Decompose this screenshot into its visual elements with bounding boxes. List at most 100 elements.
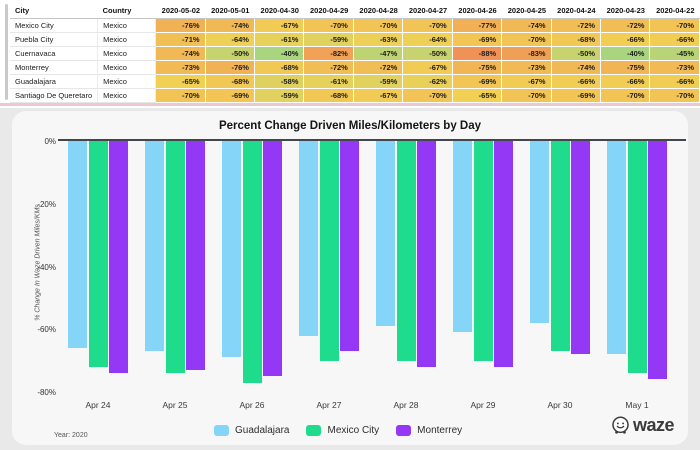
x-axis-label: May 1	[625, 400, 649, 410]
bar-mexico-city[interactable]	[165, 141, 185, 373]
x-axis-label: Apr 27	[316, 400, 342, 410]
heat-cell: -70%	[155, 88, 206, 103]
waze-wordmark: waze	[632, 415, 675, 435]
bar-monterrey[interactable]	[494, 141, 513, 367]
column-header[interactable]: 2020-05-01	[205, 2, 255, 19]
legend-item-guadalajara[interactable]: Guadalajara	[214, 425, 289, 436]
bar-mexico-city[interactable]	[242, 141, 262, 383]
bar-guadalajara[interactable]	[145, 141, 164, 351]
waze-icon	[610, 415, 631, 436]
x-axis-label: Apr 30	[547, 400, 573, 410]
column-header[interactable]: 2020-04-22	[649, 2, 700, 19]
legend-item-mexico-city[interactable]: Mexico City	[306, 425, 379, 436]
bar-mexico-city[interactable]	[396, 141, 416, 361]
legend-swatch	[396, 425, 412, 436]
table-scrollbar[interactable]	[5, 4, 8, 100]
heat-cell: -65%	[155, 74, 206, 89]
y-axis-tick: -40%	[37, 262, 56, 272]
heat-cell: -69%	[205, 88, 255, 103]
bar-monterrey[interactable]	[648, 141, 667, 379]
city-cell: Monterrey	[10, 60, 99, 75]
heat-cell: -72%	[303, 60, 354, 75]
bar-guadalajara[interactable]	[68, 141, 87, 348]
heat-cell: -75%	[452, 60, 503, 75]
column-header[interactable]: 2020-04-30	[254, 2, 304, 19]
column-header[interactable]: 2020-04-26	[452, 2, 502, 19]
bar-plot: Apr 24 Apr 25 Apr 26 Apr 27 Apr 28 Apr 29 Apr …	[66, 141, 667, 410]
bar-mexico-city[interactable]	[319, 141, 339, 361]
table-body: Mexico City Mexico -76% -74% -67% -70% -70% -70…	[10, 18, 700, 103]
heat-cell: -70%	[402, 88, 453, 103]
bar-guadalajara[interactable]	[299, 141, 318, 336]
bar-guadalajara[interactable]	[376, 141, 395, 326]
heat-cell: -61%	[254, 32, 305, 47]
heat-cell: -67%	[402, 60, 453, 75]
bar-monterrey[interactable]	[571, 141, 590, 354]
table-row: Puebla City Mexico -71% -64% -61% -59% -63% -64…	[10, 32, 700, 47]
heat-cell: -59%	[254, 88, 305, 103]
column-header[interactable]: City	[10, 2, 98, 19]
heat-cell: -64%	[402, 32, 453, 47]
heat-cell: -71%	[155, 32, 206, 47]
heat-cell: -74%	[551, 60, 602, 75]
bar-monterrey[interactable]	[340, 141, 359, 351]
city-cell: Guadalajara	[10, 74, 99, 89]
heat-cell: -72%	[353, 60, 404, 75]
bar-guadalajara[interactable]	[530, 141, 549, 323]
heat-cell: -88%	[452, 46, 503, 61]
heat-cell: -70%	[402, 18, 453, 33]
chart-title: Percent Change Driven Miles/Kilometers b…	[218, 120, 482, 132]
x-axis-label: Apr 28	[393, 400, 419, 410]
bar-monterrey[interactable]	[186, 141, 205, 370]
column-header[interactable]: 2020-05-02	[155, 2, 206, 19]
y-axis-tick: -20%	[37, 199, 56, 209]
legend-label: Mexico City	[327, 425, 380, 436]
heat-cell: -66%	[600, 32, 651, 47]
heat-cell: -68%	[303, 88, 354, 103]
bar-monterrey[interactable]	[417, 141, 436, 367]
table-bottom-scroll-indicator[interactable]	[0, 103, 700, 106]
column-header[interactable]: 2020-04-23	[600, 2, 650, 19]
table-row: Mexico City Mexico -76% -74% -67% -70% -70% -70…	[10, 18, 700, 33]
bar-mexico-city[interactable]	[88, 141, 108, 367]
bar-guadalajara[interactable]	[607, 141, 626, 354]
legend-label: Guadalajara	[235, 425, 290, 436]
heat-cell: -45%	[649, 46, 700, 61]
column-header[interactable]: 2020-04-24	[551, 2, 601, 19]
x-axis-label: Apr 26	[239, 400, 265, 410]
heat-cell: -40%	[254, 46, 305, 61]
country-cell: Mexico	[97, 88, 157, 103]
table-row: Cuernavaca Mexico -74% -50% -40% -82% -47% -50%…	[10, 46, 700, 61]
column-header[interactable]: Country	[97, 2, 156, 19]
bar-monterrey[interactable]	[263, 141, 282, 376]
x-axis-label: Apr 24	[85, 400, 111, 410]
column-header[interactable]: 2020-04-28	[353, 2, 403, 19]
heat-cell: -69%	[551, 88, 602, 103]
column-header[interactable]: 2020-04-25	[501, 2, 552, 19]
heat-cell: -69%	[452, 32, 503, 47]
bar-mexico-city[interactable]	[627, 141, 647, 373]
column-header[interactable]: 2020-04-27	[402, 2, 453, 19]
waze-logo: waze	[610, 415, 675, 436]
year-note: Year: 2020	[54, 432, 88, 439]
legend-item-monterrey[interactable]: Monterrey	[396, 425, 462, 436]
heat-cell: -68%	[551, 32, 602, 47]
heat-cell: -70%	[600, 88, 651, 103]
zero-axis-line	[58, 139, 686, 141]
heat-cell: -50%	[551, 46, 602, 61]
country-cell: Mexico	[97, 74, 157, 89]
bar-guadalajara[interactable]	[222, 141, 241, 357]
heat-cell: -59%	[353, 74, 404, 89]
bar-mexico-city[interactable]	[550, 141, 570, 351]
heat-cell: -65%	[452, 88, 503, 103]
column-header[interactable]: 2020-04-29	[303, 2, 354, 19]
bar-mexico-city[interactable]	[473, 141, 493, 361]
city-heatmap-table: City Country 2020-05-02 2020-05-01 2020-04-3…	[10, 2, 700, 103]
heat-cell: -75%	[600, 60, 651, 75]
bar-chart-card: Percent Change Driven Miles/Kilometers b…	[12, 111, 688, 445]
heat-cell: -70%	[353, 18, 404, 33]
heat-cell: -40%	[600, 46, 651, 61]
city-heatmap-table-panel: City Country 2020-05-02 2020-05-01 2020-04-3…	[0, 0, 700, 108]
bar-monterrey[interactable]	[109, 141, 128, 373]
bar-guadalajara[interactable]	[453, 141, 472, 332]
